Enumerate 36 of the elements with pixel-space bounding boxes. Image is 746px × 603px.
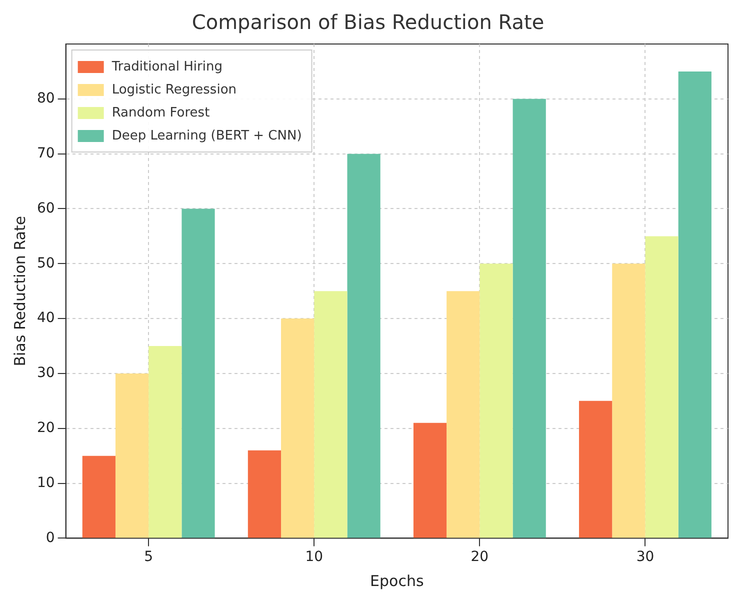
x-tick-label: 5 bbox=[144, 549, 154, 566]
y-tick-label: 0 bbox=[46, 530, 55, 546]
bar bbox=[115, 373, 149, 538]
x-tick-label: 30 bbox=[636, 549, 654, 566]
y-tick-label: 40 bbox=[36, 310, 55, 326]
bar bbox=[480, 264, 513, 538]
bar bbox=[148, 346, 182, 538]
bar bbox=[248, 450, 282, 538]
bar bbox=[579, 400, 612, 538]
bar bbox=[678, 71, 712, 538]
bar bbox=[612, 264, 646, 538]
x-axis-title: Epochs bbox=[370, 572, 424, 590]
chart-title: Comparison of Bias Reduction Rate bbox=[192, 10, 544, 34]
y-tick-label: 10 bbox=[36, 474, 55, 491]
y-tick-label: 60 bbox=[36, 200, 55, 216]
legend-label: Deep Learning (BERT + CNN) bbox=[112, 128, 302, 144]
y-tick-label: 80 bbox=[36, 90, 55, 107]
legend-label: Traditional Hiring bbox=[110, 59, 222, 74]
y-tick-label: 20 bbox=[36, 420, 55, 436]
bar bbox=[413, 422, 447, 538]
x-tick-label: 20 bbox=[470, 549, 489, 566]
bar bbox=[82, 456, 116, 538]
legend-label: Random Forest bbox=[112, 105, 210, 120]
y-axis-title: Bias Reduction Rate bbox=[10, 216, 29, 366]
y-tick-label: 30 bbox=[36, 365, 55, 382]
y-tick-label: 50 bbox=[36, 255, 55, 272]
bar bbox=[314, 291, 348, 538]
bar bbox=[645, 236, 678, 538]
y-tick-label: 70 bbox=[36, 145, 55, 162]
bar bbox=[512, 98, 546, 538]
x-tick-label: 10 bbox=[305, 549, 324, 566]
bar bbox=[182, 208, 215, 538]
bar bbox=[446, 291, 480, 538]
bar bbox=[347, 154, 380, 538]
legend-label: Logistic Regression bbox=[112, 82, 237, 98]
bar bbox=[281, 318, 314, 538]
